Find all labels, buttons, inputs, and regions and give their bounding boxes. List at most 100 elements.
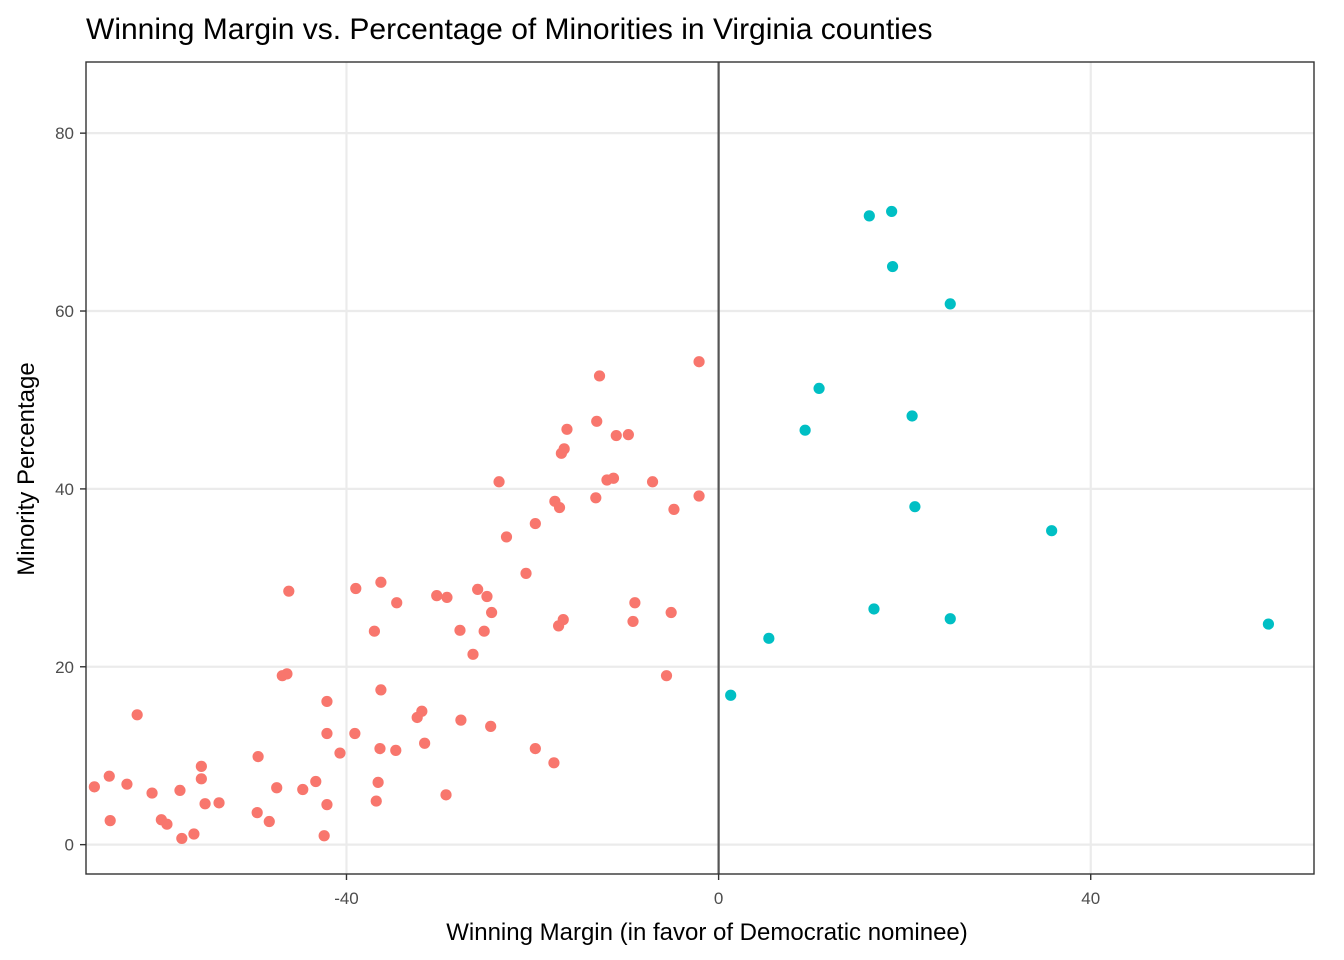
data-point [103, 770, 115, 782]
data-point [557, 614, 569, 626]
data-point [944, 613, 956, 625]
data-point [799, 424, 811, 436]
data-point [590, 492, 602, 504]
data-point [334, 747, 346, 759]
data-point [529, 517, 541, 530]
data-point [283, 585, 295, 597]
data-point [593, 370, 606, 382]
grid-lines [86, 62, 1314, 874]
data-point [318, 830, 330, 842]
data-point [520, 567, 532, 579]
plot-panel-border [85, 61, 1315, 875]
data-point [321, 799, 333, 811]
data-point [374, 742, 386, 755]
data-point [391, 597, 403, 609]
data-point [660, 670, 673, 682]
data-point [310, 775, 322, 788]
data-point [944, 298, 956, 310]
data-point [607, 472, 620, 484]
data-points [88, 205, 1275, 845]
data-point [372, 776, 384, 788]
x-tick-label: 40 [1081, 889, 1100, 908]
data-point [416, 705, 428, 717]
data-point [176, 832, 188, 845]
data-point [431, 590, 443, 602]
data-point [161, 818, 173, 830]
data-point [375, 684, 387, 696]
y-tick-label: 0 [65, 836, 74, 855]
data-point [251, 807, 263, 819]
data-point [813, 382, 825, 395]
data-point [500, 531, 513, 543]
y-tick-label: 20 [55, 658, 74, 677]
data-point [693, 356, 705, 368]
x-axis-title: Winning Margin (in favor of Democratic n… [446, 919, 968, 946]
data-point [104, 815, 116, 827]
data-point [263, 815, 275, 828]
data-point [252, 751, 264, 763]
data-point [195, 760, 207, 772]
data-point [440, 789, 452, 801]
data-point [368, 625, 380, 637]
data-point [906, 410, 918, 422]
data-point [281, 668, 293, 680]
data-point [195, 773, 207, 785]
y-tick-label: 60 [55, 302, 74, 321]
data-point [349, 727, 361, 740]
data-point [1262, 618, 1275, 630]
chart-title: Winning Margin vs. Percentage of Minorit… [86, 13, 933, 46]
y-tick-label: 40 [55, 480, 74, 499]
y-tick-label: 80 [55, 124, 74, 143]
data-point [370, 795, 382, 807]
data-point [121, 778, 133, 790]
data-point [350, 582, 362, 595]
data-point [146, 787, 158, 799]
data-point [548, 757, 560, 769]
data-point [646, 476, 659, 488]
data-point [868, 603, 880, 615]
data-point [886, 260, 899, 273]
data-point [213, 797, 225, 809]
data-point [441, 591, 453, 604]
data-point [174, 784, 186, 796]
data-point [493, 476, 505, 488]
data-point [909, 501, 921, 513]
data-point [668, 503, 680, 515]
data-point [529, 742, 541, 755]
data-point [591, 415, 603, 427]
data-point [693, 490, 705, 502]
data-point [419, 737, 431, 749]
data-point [88, 781, 100, 793]
data-point [1046, 525, 1058, 537]
data-point [131, 709, 143, 721]
data-point [321, 695, 333, 708]
data-point [297, 783, 309, 796]
data-point [486, 606, 498, 619]
data-point [454, 624, 466, 636]
y-tick-labels: 0 20 40 60 80 [55, 124, 74, 855]
x-tick-label: -40 [334, 889, 359, 908]
data-point [665, 606, 677, 619]
data-point [886, 205, 898, 218]
data-point [390, 744, 402, 756]
y-axis-title: Minority Percentage [13, 362, 40, 575]
data-point [553, 501, 566, 514]
x-tick-labels: -40 0 40 [334, 889, 1100, 908]
data-point [863, 210, 875, 222]
axis-ticks [80, 132, 1092, 880]
data-point [271, 782, 283, 794]
data-point [375, 576, 387, 588]
data-point [485, 720, 497, 732]
data-point [763, 632, 775, 644]
data-point [629, 597, 641, 609]
data-point [725, 689, 737, 701]
data-point [199, 798, 211, 810]
data-point [455, 714, 467, 726]
data-point [558, 443, 570, 455]
data-point [478, 625, 490, 637]
data-point [472, 583, 484, 595]
x-tick-label: 0 [714, 889, 723, 908]
data-point [561, 423, 573, 435]
data-point [627, 615, 639, 628]
